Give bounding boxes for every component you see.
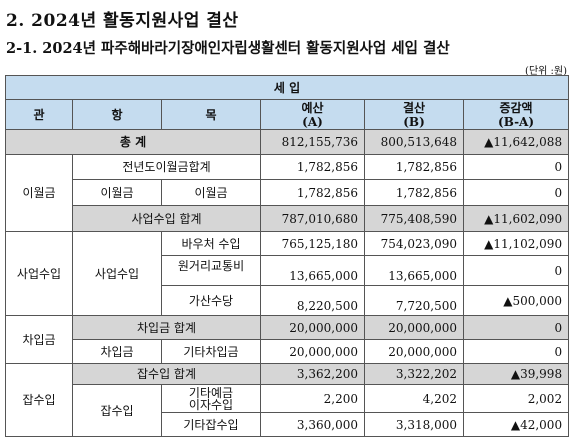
header-difference: 증감액 (B-A) bbox=[462, 99, 570, 130]
table-row: 기타잡수입 3,360,000 3,318,000 ▲42,000 bbox=[6, 412, 570, 437]
table-row: 차입금 기타차입금 20,000,000 20,000,000 0 bbox=[6, 339, 570, 364]
table-row: 잡수입 기타예금 이자수입 2,200 4,202 2,002 bbox=[6, 384, 570, 437]
table-subheading: 2-1. 2024년 파주해바라기장애인자립생활센터 활동지원사업 세입 결산 bbox=[6, 40, 450, 57]
unit-note: (단위 :원) bbox=[525, 66, 567, 77]
table-row: 원거리교통비 13,665,000 13,665,000 0 bbox=[6, 255, 570, 286]
gwan-cell: 잡수입 bbox=[5, 363, 73, 437]
group-title: 세 입 bbox=[4, 75, 570, 100]
header-gwan: 관 bbox=[5, 99, 73, 130]
gwan-cell: 차입금 bbox=[5, 315, 73, 364]
header-settlement: 결산 (B) bbox=[364, 99, 464, 130]
header-budget: 예산 (A) bbox=[260, 99, 365, 130]
header-mok: 목 bbox=[161, 99, 261, 130]
gwan-cell: 사업수입 bbox=[5, 231, 73, 316]
table-row: 가산수당 8,220,500 7,720,500 ▲500,000 bbox=[6, 285, 570, 316]
table-row: 이월금 이월금 1,782,856 1,782,856 0 bbox=[6, 179, 570, 206]
gwan-cell: 이월금 bbox=[5, 154, 73, 232]
table-row: 사업수입 사업수입 바우처 수입 765,125,180 754,023,090… bbox=[5, 231, 570, 316]
header-hang: 항 bbox=[72, 99, 162, 130]
revenue-settlement-table: 세 입 관 항 목 예산 (A) 결산 (B) 증감액 (B-A) 총 계 812,1… bbox=[4, 75, 570, 437]
subtotal-row: 잡수입 잡수입 합계 3,362,200 3,322,202 ▲39,998 bbox=[5, 363, 570, 437]
page-heading: 2. 2024년 활동지원사업 결산 bbox=[6, 11, 239, 31]
subtotal-row: 사업수입 합계 787,010,680 775,408,590 ▲11,602,… bbox=[6, 205, 570, 232]
table-row: 이월금 전년도이월금합계 1,782,856 1,782,856 0 bbox=[5, 154, 570, 232]
subtotal-row: 차입금 차입금 합계 20,000,000 20,000,000 0 bbox=[5, 315, 570, 364]
total-row: 총 계 812,155,736 800,513,648 ▲11,642,088 bbox=[5, 129, 570, 155]
